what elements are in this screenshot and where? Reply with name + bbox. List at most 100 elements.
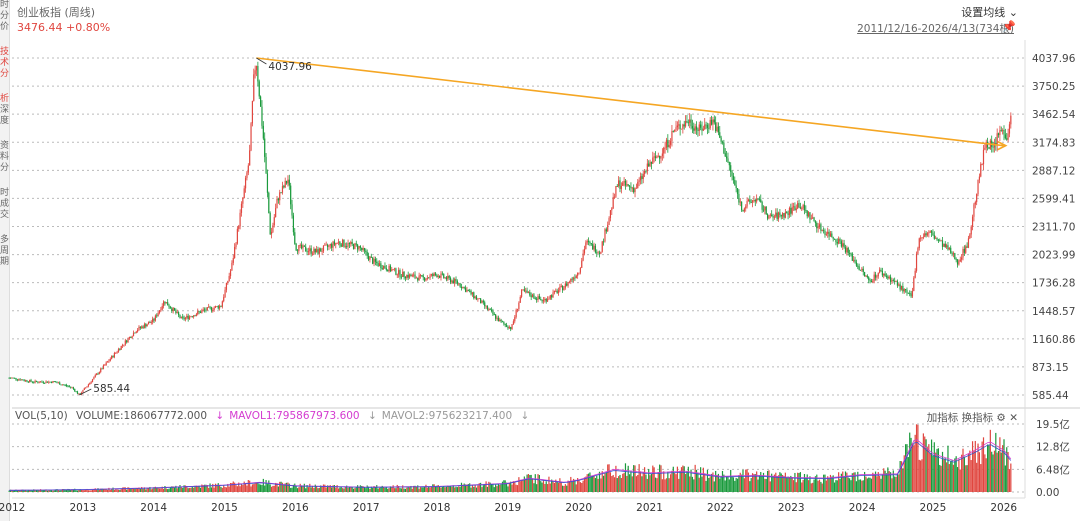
candle-body — [108, 360, 110, 362]
candle-body — [216, 305, 218, 307]
volume-bar — [213, 487, 215, 492]
candle-body — [57, 382, 59, 384]
candle-body — [769, 214, 771, 216]
candle-body — [870, 280, 873, 283]
volume-bar — [652, 465, 654, 492]
volume-bar — [624, 463, 627, 492]
volume-bar — [115, 489, 117, 492]
volume-bar — [887, 467, 889, 492]
candle-body — [366, 252, 368, 256]
rail-item[interactable]: 资 — [0, 141, 10, 151]
candle-body — [105, 362, 107, 365]
candle-body — [627, 184, 629, 186]
volume-bar — [736, 478, 739, 492]
rail-item[interactable]: 分 — [0, 163, 10, 173]
candle-body — [899, 284, 901, 290]
candle-body — [451, 280, 453, 283]
candle-body — [725, 156, 728, 159]
volume-bar — [55, 489, 57, 492]
add-indicator-button[interactable]: 加指标 — [926, 412, 959, 424]
candle-body — [238, 226, 240, 229]
rail-item[interactable]: 价 — [0, 22, 10, 32]
volume-bar — [1008, 469, 1011, 492]
candle-body — [634, 188, 636, 193]
rail-item[interactable]: 深 — [0, 105, 10, 115]
candle-body — [121, 345, 124, 346]
volume-bar — [444, 487, 446, 492]
candle-body — [449, 277, 452, 283]
volume-bar — [750, 478, 752, 492]
candle-body — [102, 365, 105, 369]
candle-body — [143, 324, 146, 328]
candle-body — [650, 161, 653, 164]
gear-icon[interactable]: ⚙ — [996, 412, 1006, 424]
candle-body — [191, 316, 193, 318]
volume-bar — [68, 489, 70, 492]
x-tick-label: 2021 — [636, 502, 663, 514]
volume-bar — [359, 485, 361, 492]
rail-item[interactable]: 料 — [0, 152, 10, 162]
volume-bar — [930, 439, 933, 492]
candle-body — [146, 324, 148, 327]
volume-bar — [64, 489, 66, 492]
rail-item[interactable]: 析 — [0, 94, 10, 104]
volume-bar — [562, 485, 564, 492]
volume-bar — [780, 473, 782, 492]
rail-item[interactable]: 分 — [0, 69, 10, 79]
candle-body — [27, 381, 29, 383]
candle-body — [710, 119, 713, 125]
candle-body — [322, 245, 325, 252]
rail-item[interactable]: 分 — [0, 11, 10, 21]
rail-item[interactable]: 周 — [0, 246, 10, 256]
candle-body — [889, 276, 892, 282]
volume-bar — [239, 486, 241, 492]
volume-bar — [995, 432, 997, 492]
close-icon[interactable]: ✕ — [1009, 412, 1018, 424]
candle-body — [377, 263, 379, 267]
candle-body — [976, 194, 978, 203]
volume-bar — [460, 482, 463, 492]
volume-bar — [235, 485, 237, 492]
rail-item[interactable]: 术 — [0, 58, 10, 68]
candle-body — [317, 249, 319, 254]
volume-bar — [372, 487, 374, 492]
volume-bar — [121, 487, 124, 492]
volume-bar — [943, 458, 945, 492]
switch-indicator-button[interactable]: 换指标 — [961, 412, 994, 424]
candle-body — [384, 265, 386, 269]
candle-body — [613, 196, 616, 198]
rail-item[interactable]: 成 — [0, 199, 10, 209]
rail-item[interactable]: 交 — [0, 210, 10, 220]
rail-item[interactable]: 多 — [0, 235, 10, 245]
candle-body — [437, 275, 439, 278]
set-ma-button[interactable]: 设置均线 ⌄ — [961, 4, 1018, 20]
rail-item[interactable]: 度 — [0, 116, 10, 126]
candle-body — [788, 207, 791, 215]
date-range[interactable]: 2011/12/16-2026/4/13(734根) — [857, 23, 1014, 35]
volume-bar — [436, 485, 438, 492]
candle-body — [534, 298, 536, 300]
volume-bar — [1007, 452, 1009, 492]
rail-item[interactable]: 时 — [0, 0, 10, 10]
volume-bar — [484, 484, 486, 492]
rail-item[interactable]: 时 — [0, 188, 10, 198]
volume-bar — [441, 486, 443, 492]
candle-body — [381, 268, 383, 269]
volume-bar — [874, 471, 877, 492]
rail-item[interactable]: 技 — [0, 47, 10, 57]
volume-bar — [322, 484, 325, 492]
volume-bar — [709, 476, 711, 492]
volume-bar — [989, 429, 991, 492]
candle-body — [638, 180, 640, 182]
volume-bar — [817, 480, 819, 492]
candle-body — [803, 204, 806, 211]
volume-bar — [70, 489, 72, 492]
volume-bar — [876, 476, 878, 492]
volume-bar — [656, 478, 658, 492]
volume-bar — [63, 489, 65, 492]
pin-icon[interactable]: 📌 — [1002, 20, 1016, 33]
rail-item[interactable]: 期 — [0, 257, 10, 267]
candle-body — [721, 141, 724, 143]
candle-body — [896, 281, 899, 286]
candle-body — [178, 312, 180, 316]
